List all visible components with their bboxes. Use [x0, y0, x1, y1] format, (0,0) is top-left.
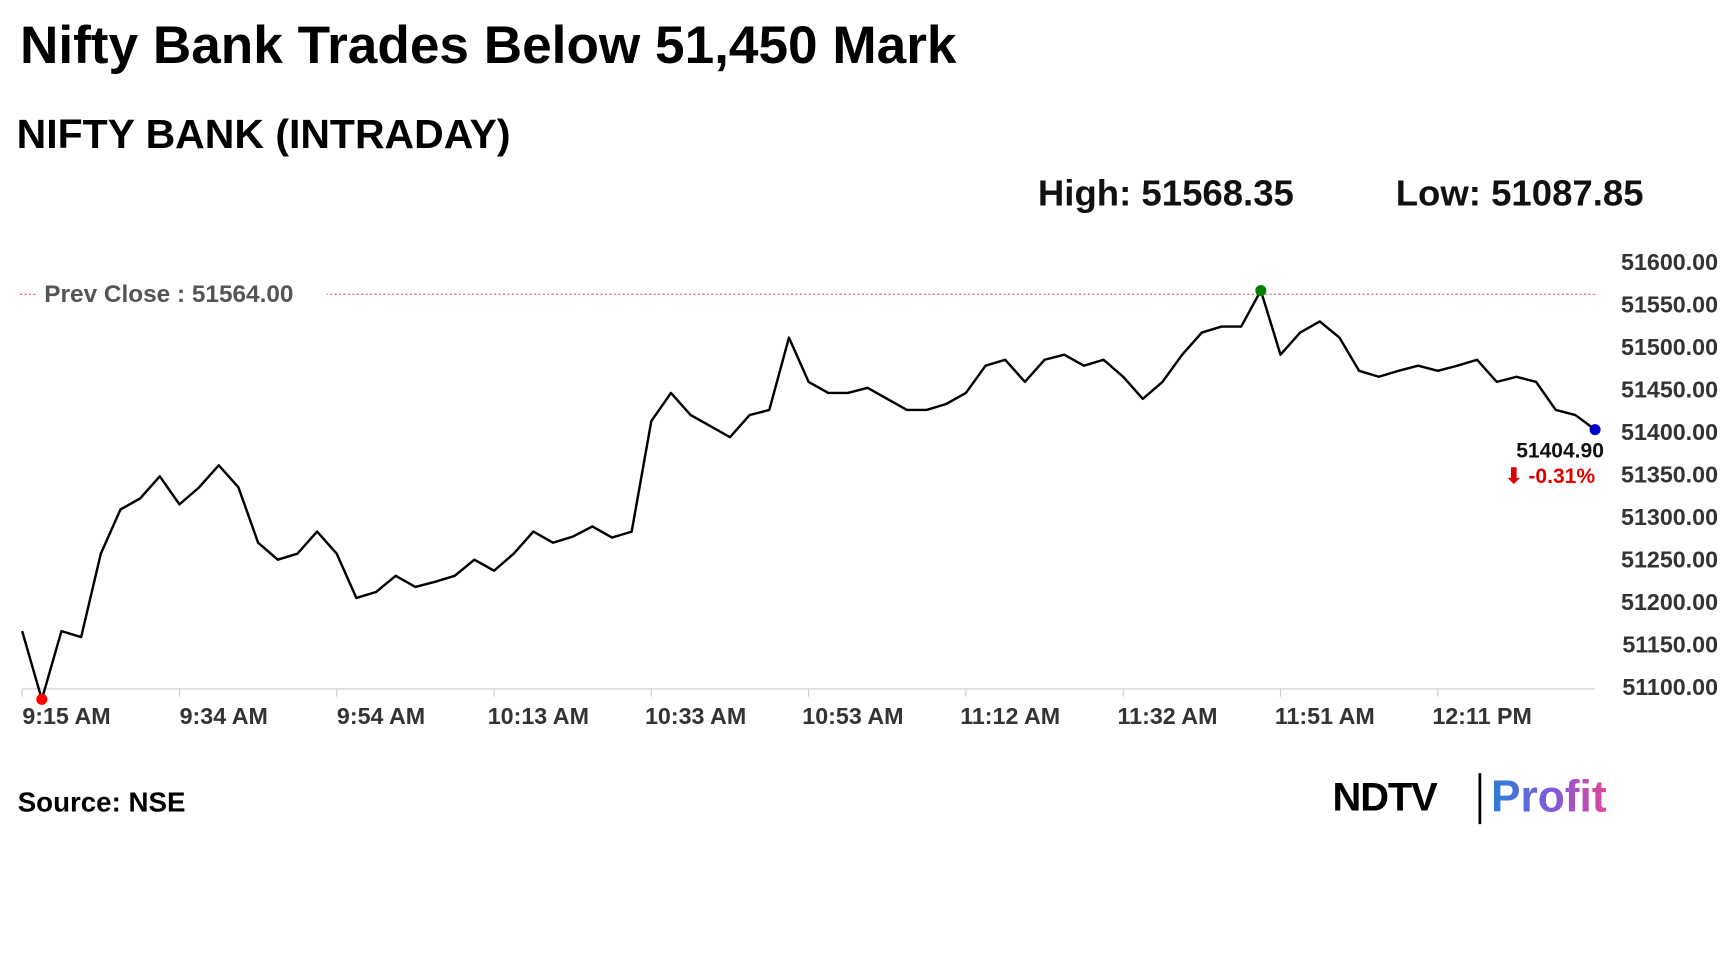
- y-tick-label: 51200.00: [1621, 589, 1718, 615]
- y-tick-label: 51550.00: [1621, 291, 1718, 317]
- y-tick-label: 51500.00: [1621, 334, 1718, 360]
- high-marker: [1255, 285, 1267, 297]
- x-tick-label: 10:33 AM: [645, 703, 746, 729]
- y-tick-label: 51350.00: [1621, 461, 1718, 487]
- x-tick-label: 9:34 AM: [180, 703, 268, 729]
- chart-subtitle: NIFTY BANK (INTRADAY): [17, 111, 511, 157]
- source: Source: NSE: [18, 786, 186, 817]
- y-tick-label: 51250.00: [1621, 547, 1718, 573]
- y-tick-label: 51450.00: [1621, 376, 1718, 402]
- low-marker: [36, 693, 48, 705]
- brand-right: Profit: [1491, 772, 1607, 821]
- x-tick-label: 11:12 AM: [960, 703, 1060, 729]
- y-tick-label: 51400.00: [1621, 419, 1718, 445]
- last-marker: [1589, 424, 1601, 436]
- brand-left: NDTV: [1333, 775, 1439, 819]
- x-tick-label: 12:11 PM: [1432, 703, 1532, 729]
- x-tick-label: 9:15 AM: [22, 703, 110, 729]
- x-tick-label: 11:51 AM: [1275, 703, 1375, 729]
- prev-close-bg: [36, 278, 327, 310]
- x-tick-label: 11:32 AM: [1118, 703, 1218, 729]
- x-tick-label: 9:54 AM: [337, 703, 425, 729]
- change-label: ⬇ -0.31%: [1505, 465, 1595, 488]
- last-value-label: 51404.90: [1516, 439, 1604, 462]
- x-tick-label: 10:13 AM: [488, 703, 589, 729]
- y-tick-label: 51100.00: [1622, 674, 1718, 700]
- prev-close-label: Prev Close : 51564.00: [44, 281, 293, 308]
- y-tick-label: 51600.00: [1621, 249, 1718, 275]
- y-tick-label: 51300.00: [1621, 504, 1718, 530]
- price-line: [20, 289, 1596, 701]
- high-label: High: 51568.35: [1038, 173, 1294, 214]
- y-tick-label: 51150.00: [1622, 632, 1718, 658]
- x-tick-label: 10:53 AM: [802, 703, 903, 729]
- chart-title: Nifty Bank Trades Below 51,450 Mark: [20, 16, 957, 75]
- low-label: Low: 51087.85: [1396, 173, 1644, 214]
